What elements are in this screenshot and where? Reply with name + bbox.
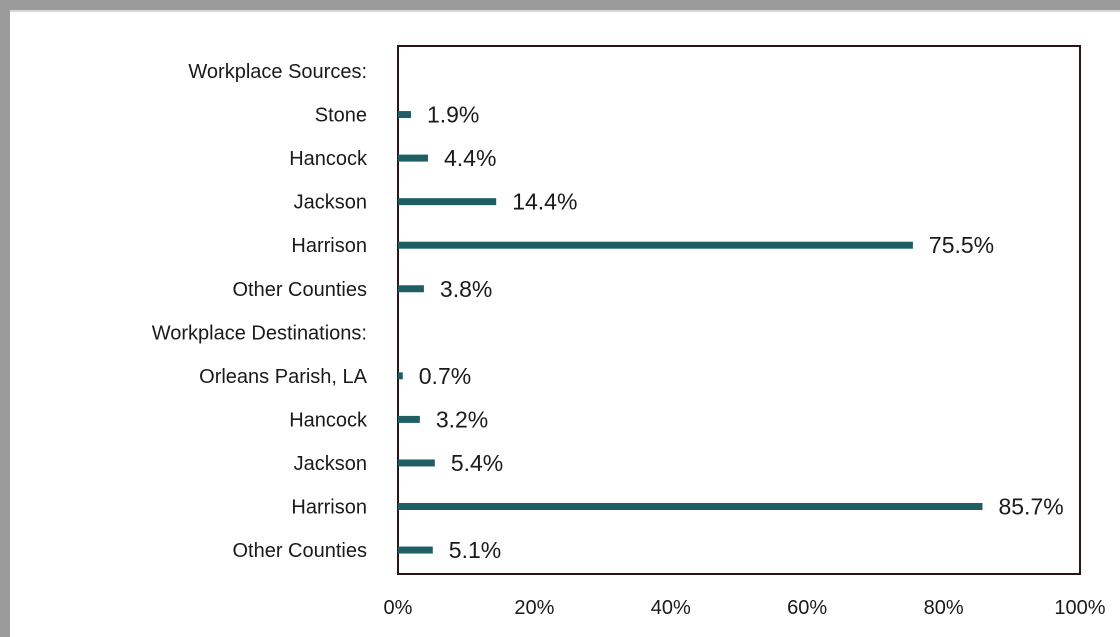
data-label: 1.9% — [427, 102, 479, 128]
bars — [398, 111, 983, 554]
x-tick-label: 60% — [787, 597, 827, 619]
x-tick-label: 0% — [384, 597, 413, 619]
bar — [398, 198, 497, 206]
bar — [398, 154, 429, 162]
category-label: Other Counties — [232, 540, 367, 562]
data-label: 3.8% — [440, 276, 492, 302]
data-label: 14.4% — [512, 189, 577, 215]
bar — [398, 372, 403, 380]
bar — [398, 459, 435, 467]
category-label: Hancock — [289, 148, 368, 170]
x-tick-label: 100% — [1054, 597, 1105, 619]
data-labels: 1.9% 4.4% 14.4% 75.5% 3.8% 0.7% 3.2% 5.4% 85.7% 5… — [419, 102, 1064, 563]
category-label: Jackson — [294, 192, 367, 214]
bar — [398, 546, 433, 554]
group-header-label: Workplace Destinations: — [152, 322, 367, 344]
data-label: 3.2% — [436, 406, 488, 432]
x-tick-label: 80% — [924, 597, 964, 619]
data-label: 5.1% — [449, 537, 501, 563]
x-tick-label: 40% — [651, 597, 691, 619]
bar — [398, 111, 411, 119]
group-header-label: Workplace Sources: — [188, 61, 367, 83]
window-frame-top — [0, 0, 1120, 10]
data-label: 85.7% — [998, 494, 1063, 520]
data-label: 4.4% — [444, 145, 496, 171]
window-frame-inner — [10, 10, 1120, 12]
category-labels: Workplace Sources: Stone Hancock Jackson Har… — [152, 61, 368, 562]
data-label: 75.5% — [929, 232, 994, 258]
x-tick-label: 20% — [514, 597, 554, 619]
bar — [398, 285, 424, 293]
category-label: Stone — [315, 105, 367, 127]
category-label: Orleans Parish, LA — [199, 366, 368, 388]
data-label: 5.4% — [451, 450, 503, 476]
category-label: Harrison — [291, 235, 367, 257]
window-frame-left — [0, 0, 10, 637]
bar — [398, 503, 983, 510]
category-label: Hancock — [289, 409, 368, 431]
category-label: Jackson — [294, 453, 367, 475]
bar — [398, 241, 913, 249]
category-label: Other Counties — [232, 279, 367, 301]
bar — [398, 415, 420, 423]
x-axis-ticks: 0% 20% 40% 60% 80% 100% — [384, 597, 1106, 619]
data-label: 0.7% — [419, 363, 471, 389]
plot-area-border — [397, 45, 1081, 575]
category-label: Harrison — [291, 497, 367, 519]
